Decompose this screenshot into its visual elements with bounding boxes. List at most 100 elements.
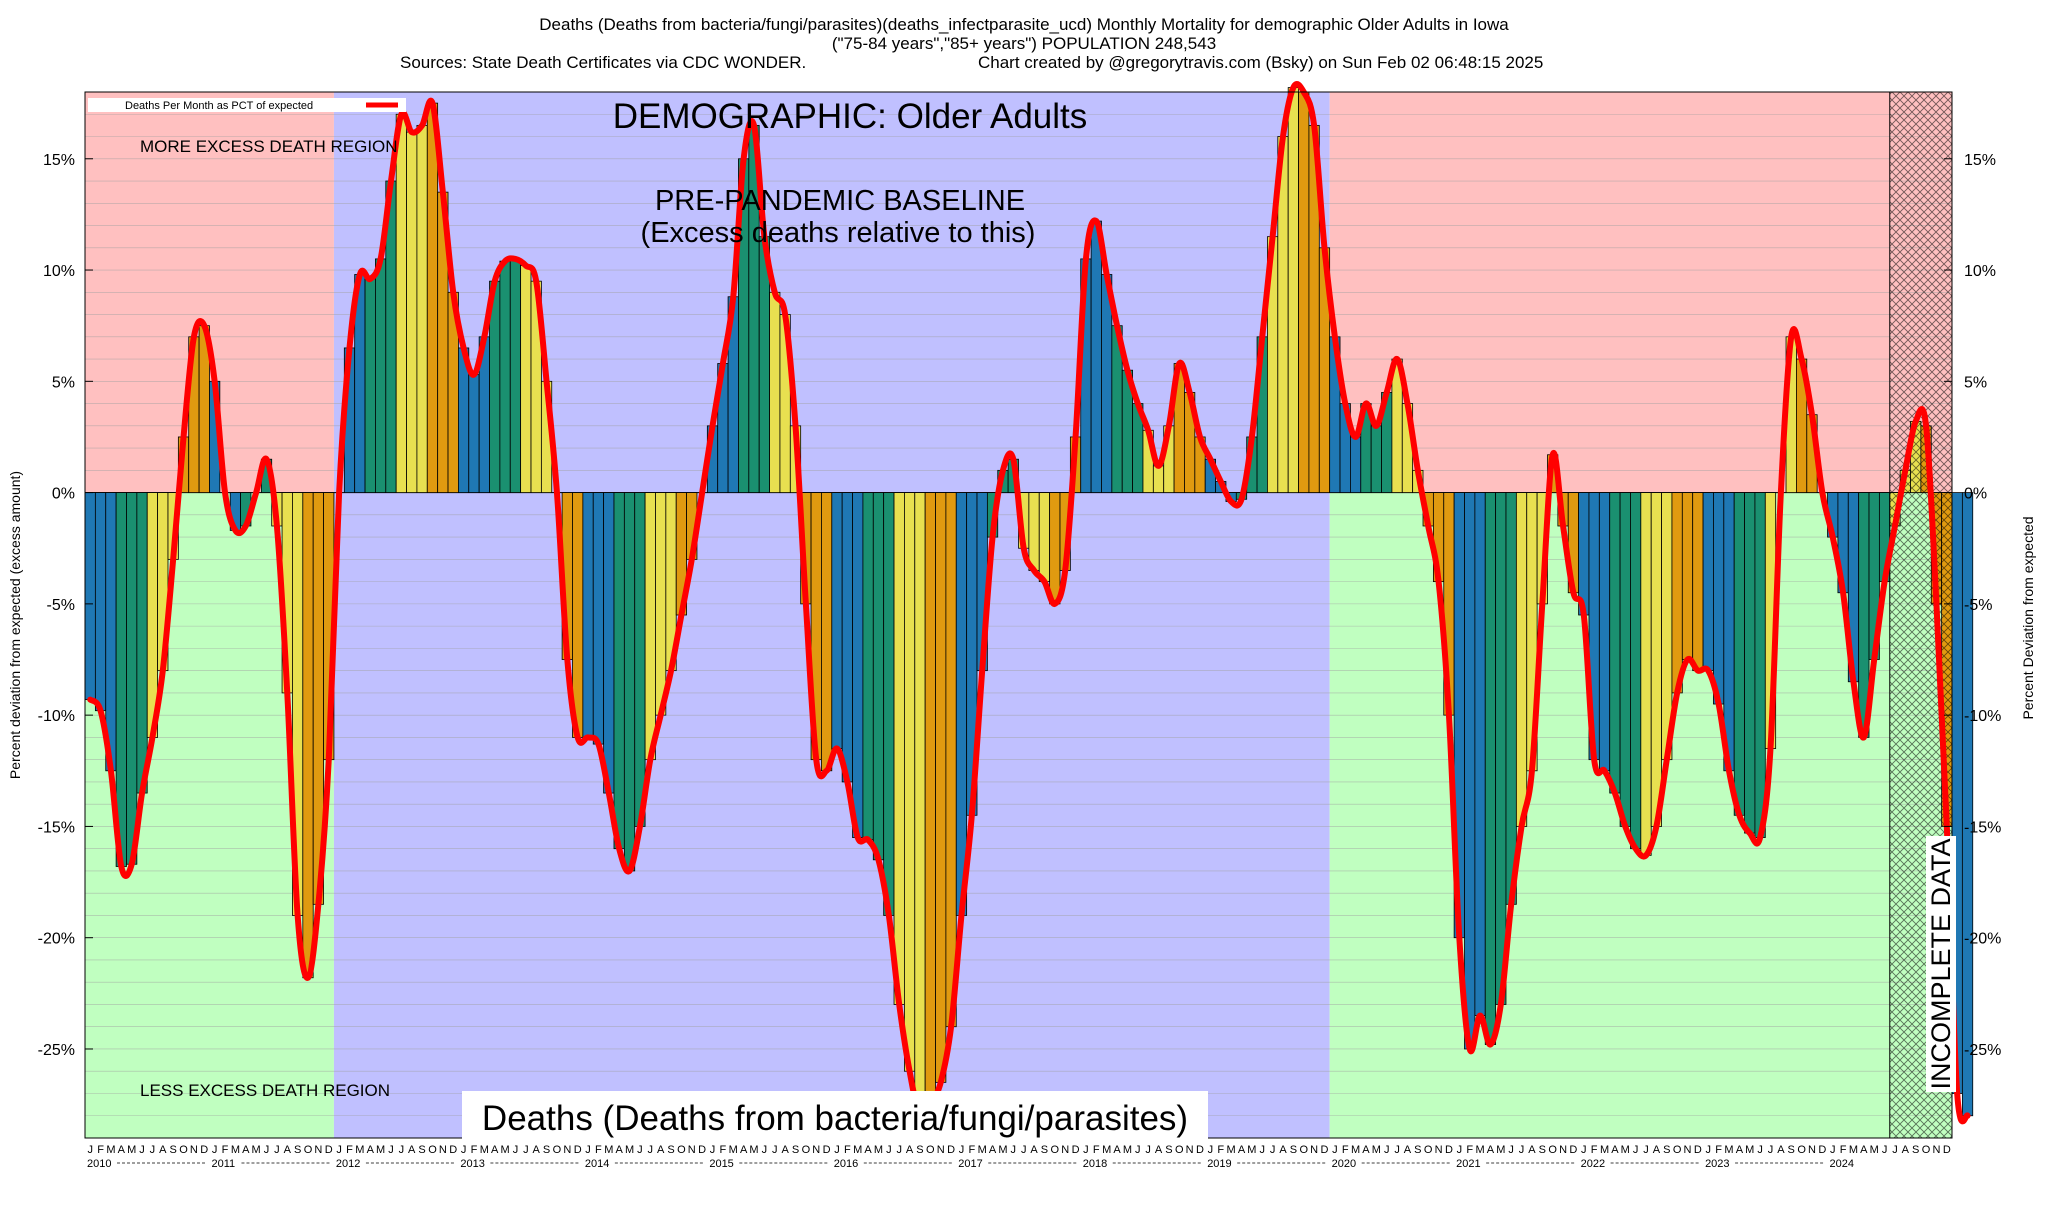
x-month-label: D [1943,1144,1951,1156]
x-month-label: F [595,1144,602,1156]
x-month-label: F [346,1144,353,1156]
bar [84,492,96,700]
x-month-label: M [729,1144,738,1156]
x-year-label: 2018 [1083,1158,1107,1170]
x-month-label: F [968,1144,975,1156]
x-month-label: M [500,1144,509,1156]
x-month-label: A [1860,1144,1868,1156]
bar [1754,492,1766,838]
bar [821,492,833,772]
x-month-label: D [698,1144,706,1156]
x-month-label: S [1414,1144,1421,1156]
x-month-label: A [1404,1144,1412,1156]
x-month-label: O [677,1144,686,1156]
bar [1713,492,1725,705]
x-month-label: A [1902,1144,1910,1156]
x-month-label: J [1270,1144,1276,1156]
x-month-label: F [720,1144,727,1156]
x-month-label: F [844,1144,851,1156]
x-month-label: J [139,1144,145,1156]
x-month-label: A [367,1144,375,1156]
x-month-label: J [1145,1144,1151,1156]
x-month-label: J [1021,1144,1027,1156]
bar [1049,492,1061,605]
x-month-label: O [1797,1144,1806,1156]
x-month-label: M [1227,1144,1236,1156]
x-month-label: S [1663,1144,1670,1156]
x-month-label: O [802,1144,811,1156]
x-month-label: A [740,1144,748,1156]
x-month-label: N [1559,1144,1567,1156]
x-month-label: M [874,1144,883,1156]
x-month-label: N [1186,1144,1194,1156]
x-month-label: M [998,1144,1007,1156]
x-month-label: J [959,1144,965,1156]
x-month-label: J [1208,1144,1214,1156]
x-month-label: J [1011,1144,1017,1156]
x-month-label: M [376,1144,385,1156]
x-year-label: 2021 [1456,1158,1480,1170]
x-month-label: A [284,1144,292,1156]
x-month-label: A [1653,1144,1661,1156]
y-tick-label-right: -15% [1964,819,2001,836]
x-month-label: D [1818,1144,1826,1156]
x-month-label: D [1445,1144,1453,1156]
bar [1484,492,1497,1045]
chart-sources: Sources: State Death Certificates via CD… [400,53,806,72]
x-month-label: M [749,1144,758,1156]
bar [499,260,511,494]
x-year-label: 2017 [958,1158,982,1170]
bar [655,492,667,716]
x-month-label: J [399,1144,405,1156]
x-month-label: J [637,1144,643,1156]
x-month-label: F [1840,1144,1847,1156]
x-month-label: M [1496,1144,1505,1156]
x-year-label: 2020 [1332,1158,1356,1170]
x-month-label: J [1332,1144,1338,1156]
x-month-label: J [1643,1144,1649,1156]
x-month-label: A [491,1144,499,1156]
bar [1681,492,1694,660]
series-line [87,81,1971,1125]
x-month-label: F [1715,1144,1722,1156]
bar [1515,492,1528,827]
x-month-label: J [1083,1144,1089,1156]
x-month-label: J [87,1144,93,1156]
x-month-label: S [418,1144,425,1156]
x-month-label: D [1196,1144,1204,1156]
chart-subtitle: ("75-84 years","85+ years") POPULATION 2… [832,34,1216,53]
x-month-label: N [1435,1144,1443,1156]
y-tick-label-left: -10% [38,708,75,725]
x-month-label: N [937,1144,945,1156]
bar [852,492,864,838]
bar [831,492,843,749]
x-month-label: F [1093,1144,1100,1156]
x-month-label: S [1290,1144,1297,1156]
y-axis-ticks: -25% -25% -20% -20% -15% -15% -10% -10% -5% -5% 0%… [38,152,2002,1059]
x-month-label: J [1394,1144,1400,1156]
bar [1287,87,1299,493]
x-month-label: F [97,1144,104,1156]
bar [924,492,936,1106]
incomplete-label: INCOMPLETE DATA [1926,838,1956,1089]
x-month-label: M [480,1144,489,1156]
bar [1671,492,1683,694]
x-month-label: O [1051,1144,1060,1156]
x-month-label: A [781,1144,789,1156]
x-month-label: O [428,1144,437,1156]
x-month-label: N [1932,1144,1940,1156]
x-month-label: J [762,1144,768,1156]
x-month-label: M [106,1144,115,1156]
x-year-label: 2014 [585,1158,609,1170]
x-month-label: A [1777,1144,1785,1156]
x-month-label: O [1922,1144,1931,1156]
x-year-label: 2011 [211,1158,235,1170]
bar [1038,492,1051,583]
x-month-label: S [169,1144,176,1156]
x-month-label: A [1528,1144,1536,1156]
incomplete-label-bg [1926,836,1956,1092]
y-tick-label-right: 5% [1964,374,1987,391]
x-month-label: D [823,1144,831,1156]
